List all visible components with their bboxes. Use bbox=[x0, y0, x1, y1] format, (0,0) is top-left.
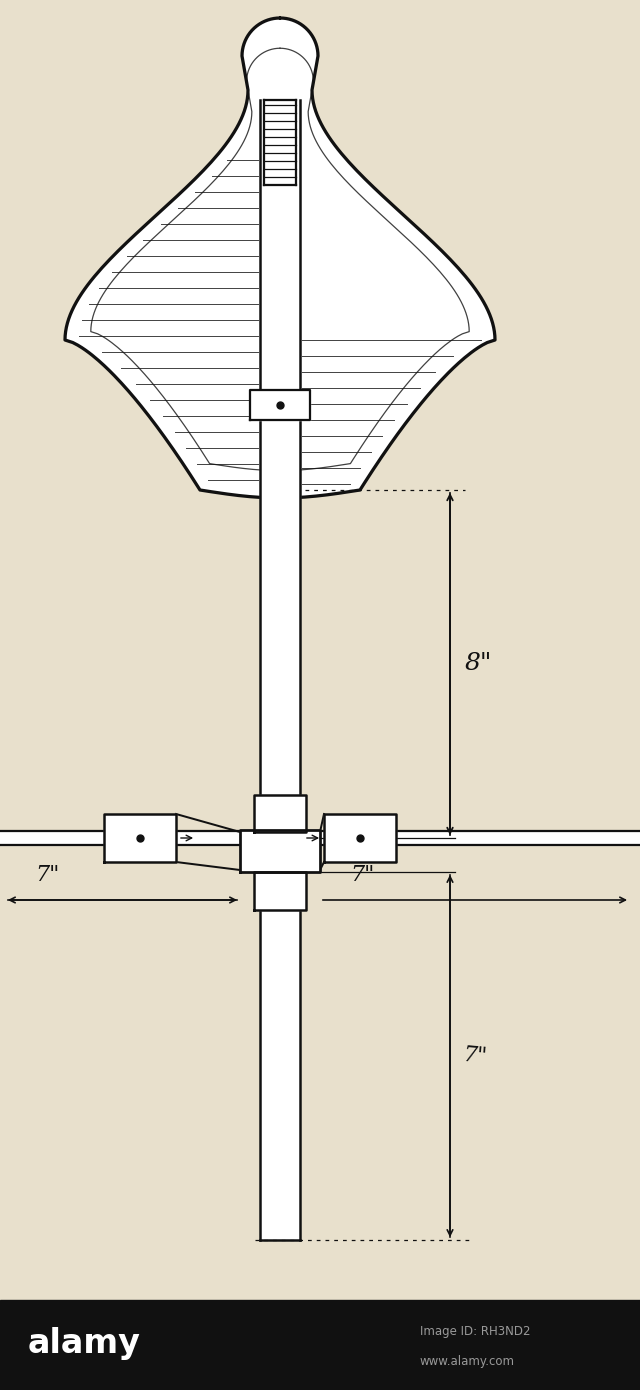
Text: Image ID: RH3ND2: Image ID: RH3ND2 bbox=[420, 1325, 531, 1339]
Text: www.alamy.com: www.alamy.com bbox=[420, 1355, 515, 1368]
Text: 7": 7" bbox=[462, 1044, 488, 1068]
Bar bbox=[0, 1300, 640, 1390]
Polygon shape bbox=[264, 100, 296, 185]
Polygon shape bbox=[260, 899, 300, 1240]
Text: 8": 8" bbox=[465, 652, 492, 676]
Polygon shape bbox=[240, 830, 320, 872]
Polygon shape bbox=[254, 795, 306, 833]
Polygon shape bbox=[254, 872, 306, 910]
Text: 7": 7" bbox=[350, 865, 374, 885]
Polygon shape bbox=[0, 831, 640, 845]
Polygon shape bbox=[65, 18, 495, 498]
Polygon shape bbox=[250, 391, 310, 420]
Polygon shape bbox=[324, 815, 396, 862]
Polygon shape bbox=[104, 815, 176, 862]
Text: alamy: alamy bbox=[28, 1326, 141, 1359]
Polygon shape bbox=[260, 100, 300, 899]
Text: 7": 7" bbox=[35, 865, 60, 885]
